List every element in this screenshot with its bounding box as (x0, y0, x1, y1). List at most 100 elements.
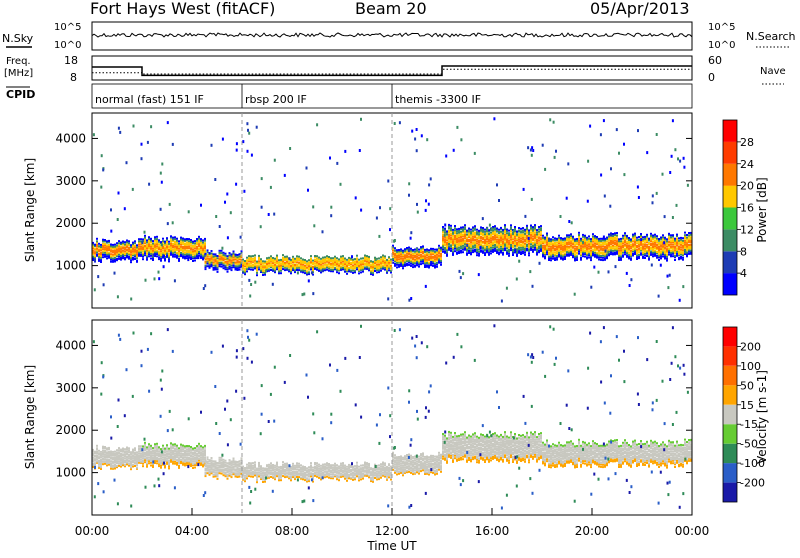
data-cell (376, 471, 378, 473)
data-cell (312, 262, 314, 264)
data-cell (188, 245, 190, 247)
data-cell (478, 240, 480, 242)
data-cell (158, 455, 160, 457)
data-cell (468, 228, 470, 230)
data-cell (144, 254, 146, 256)
data-cell (110, 247, 112, 249)
date-label: 05/Apr/2013 (590, 0, 690, 18)
data-cell (231, 476, 233, 478)
data-cell (190, 241, 192, 243)
data-cell (104, 461, 106, 463)
data-cell (522, 245, 524, 247)
data-cell (666, 246, 668, 248)
data-cell (205, 464, 207, 466)
data-cell (342, 263, 344, 265)
data-cell (432, 259, 434, 261)
data-cell (172, 450, 174, 452)
data-cell (388, 266, 390, 268)
data-cell (233, 466, 235, 468)
data-cell (182, 445, 184, 447)
data-cell (508, 240, 510, 242)
data-cell (190, 256, 192, 258)
data-cell (235, 261, 237, 263)
data-cell (404, 469, 406, 471)
data-cell (418, 262, 420, 264)
data-cell (176, 244, 178, 246)
data-cell (662, 236, 664, 238)
data-cell (221, 457, 223, 459)
data-cell (250, 464, 252, 466)
data-cell (324, 473, 326, 475)
data-cell (626, 235, 628, 237)
data-cell (378, 470, 380, 472)
data-cell (134, 447, 136, 449)
data-cell (402, 459, 404, 461)
data-cell (636, 237, 638, 239)
data-cell (602, 240, 604, 242)
data-cell (362, 470, 364, 472)
data-cell (502, 229, 504, 231)
data-cell (252, 467, 254, 469)
data-cell (504, 226, 506, 228)
scatter-cell (227, 236, 229, 239)
data-cell (512, 237, 514, 239)
scatter-cell (529, 270, 531, 273)
data-cell (120, 251, 122, 253)
data-cell (400, 460, 402, 462)
data-cell (172, 444, 174, 446)
data-cell (366, 462, 368, 464)
data-cell (156, 236, 158, 238)
scatter-cell (430, 177, 432, 180)
data-cell (670, 255, 672, 257)
data-cell (550, 253, 552, 255)
data-cell (502, 238, 504, 240)
data-cell (104, 463, 106, 465)
data-cell (282, 466, 284, 468)
data-cell (256, 264, 258, 266)
data-cell (338, 469, 340, 471)
data-cell (184, 464, 186, 466)
data-cell (288, 468, 290, 470)
data-cell (590, 240, 592, 242)
scatter-cell (261, 206, 263, 209)
data-cell (368, 260, 370, 262)
data-cell (146, 255, 148, 257)
data-cell (342, 470, 344, 472)
data-cell (217, 472, 219, 474)
scatter-cell (260, 225, 262, 228)
data-cell (244, 268, 246, 270)
data-cell (592, 238, 594, 240)
data-cell (534, 232, 536, 234)
data-cell (276, 475, 278, 477)
data-cell (310, 465, 312, 467)
data-cell (166, 245, 168, 247)
scatter-cell (683, 166, 685, 169)
data-cell (382, 260, 384, 262)
data-cell (148, 456, 150, 458)
data-cell (450, 244, 452, 246)
data-cell (460, 250, 462, 252)
data-cell (322, 464, 324, 466)
data-cell (114, 249, 116, 251)
data-cell (338, 479, 340, 481)
data-cell (100, 259, 102, 261)
data-cell (202, 456, 204, 458)
data-cell (324, 264, 326, 266)
data-cell (434, 263, 436, 265)
data-cell (402, 252, 404, 254)
data-cell (286, 470, 288, 472)
scatter-cell (590, 286, 592, 289)
data-cell (602, 248, 604, 250)
data-cell (196, 460, 198, 462)
data-cell (546, 242, 548, 244)
data-cell (386, 265, 388, 267)
data-cell (360, 271, 362, 273)
data-cell (390, 472, 392, 474)
data-cell (522, 248, 524, 250)
data-cell (144, 241, 146, 243)
data-cell (648, 253, 650, 255)
data-cell (114, 460, 116, 462)
data-cell (178, 465, 180, 467)
data-cell (250, 476, 252, 478)
data-cell (344, 271, 346, 273)
